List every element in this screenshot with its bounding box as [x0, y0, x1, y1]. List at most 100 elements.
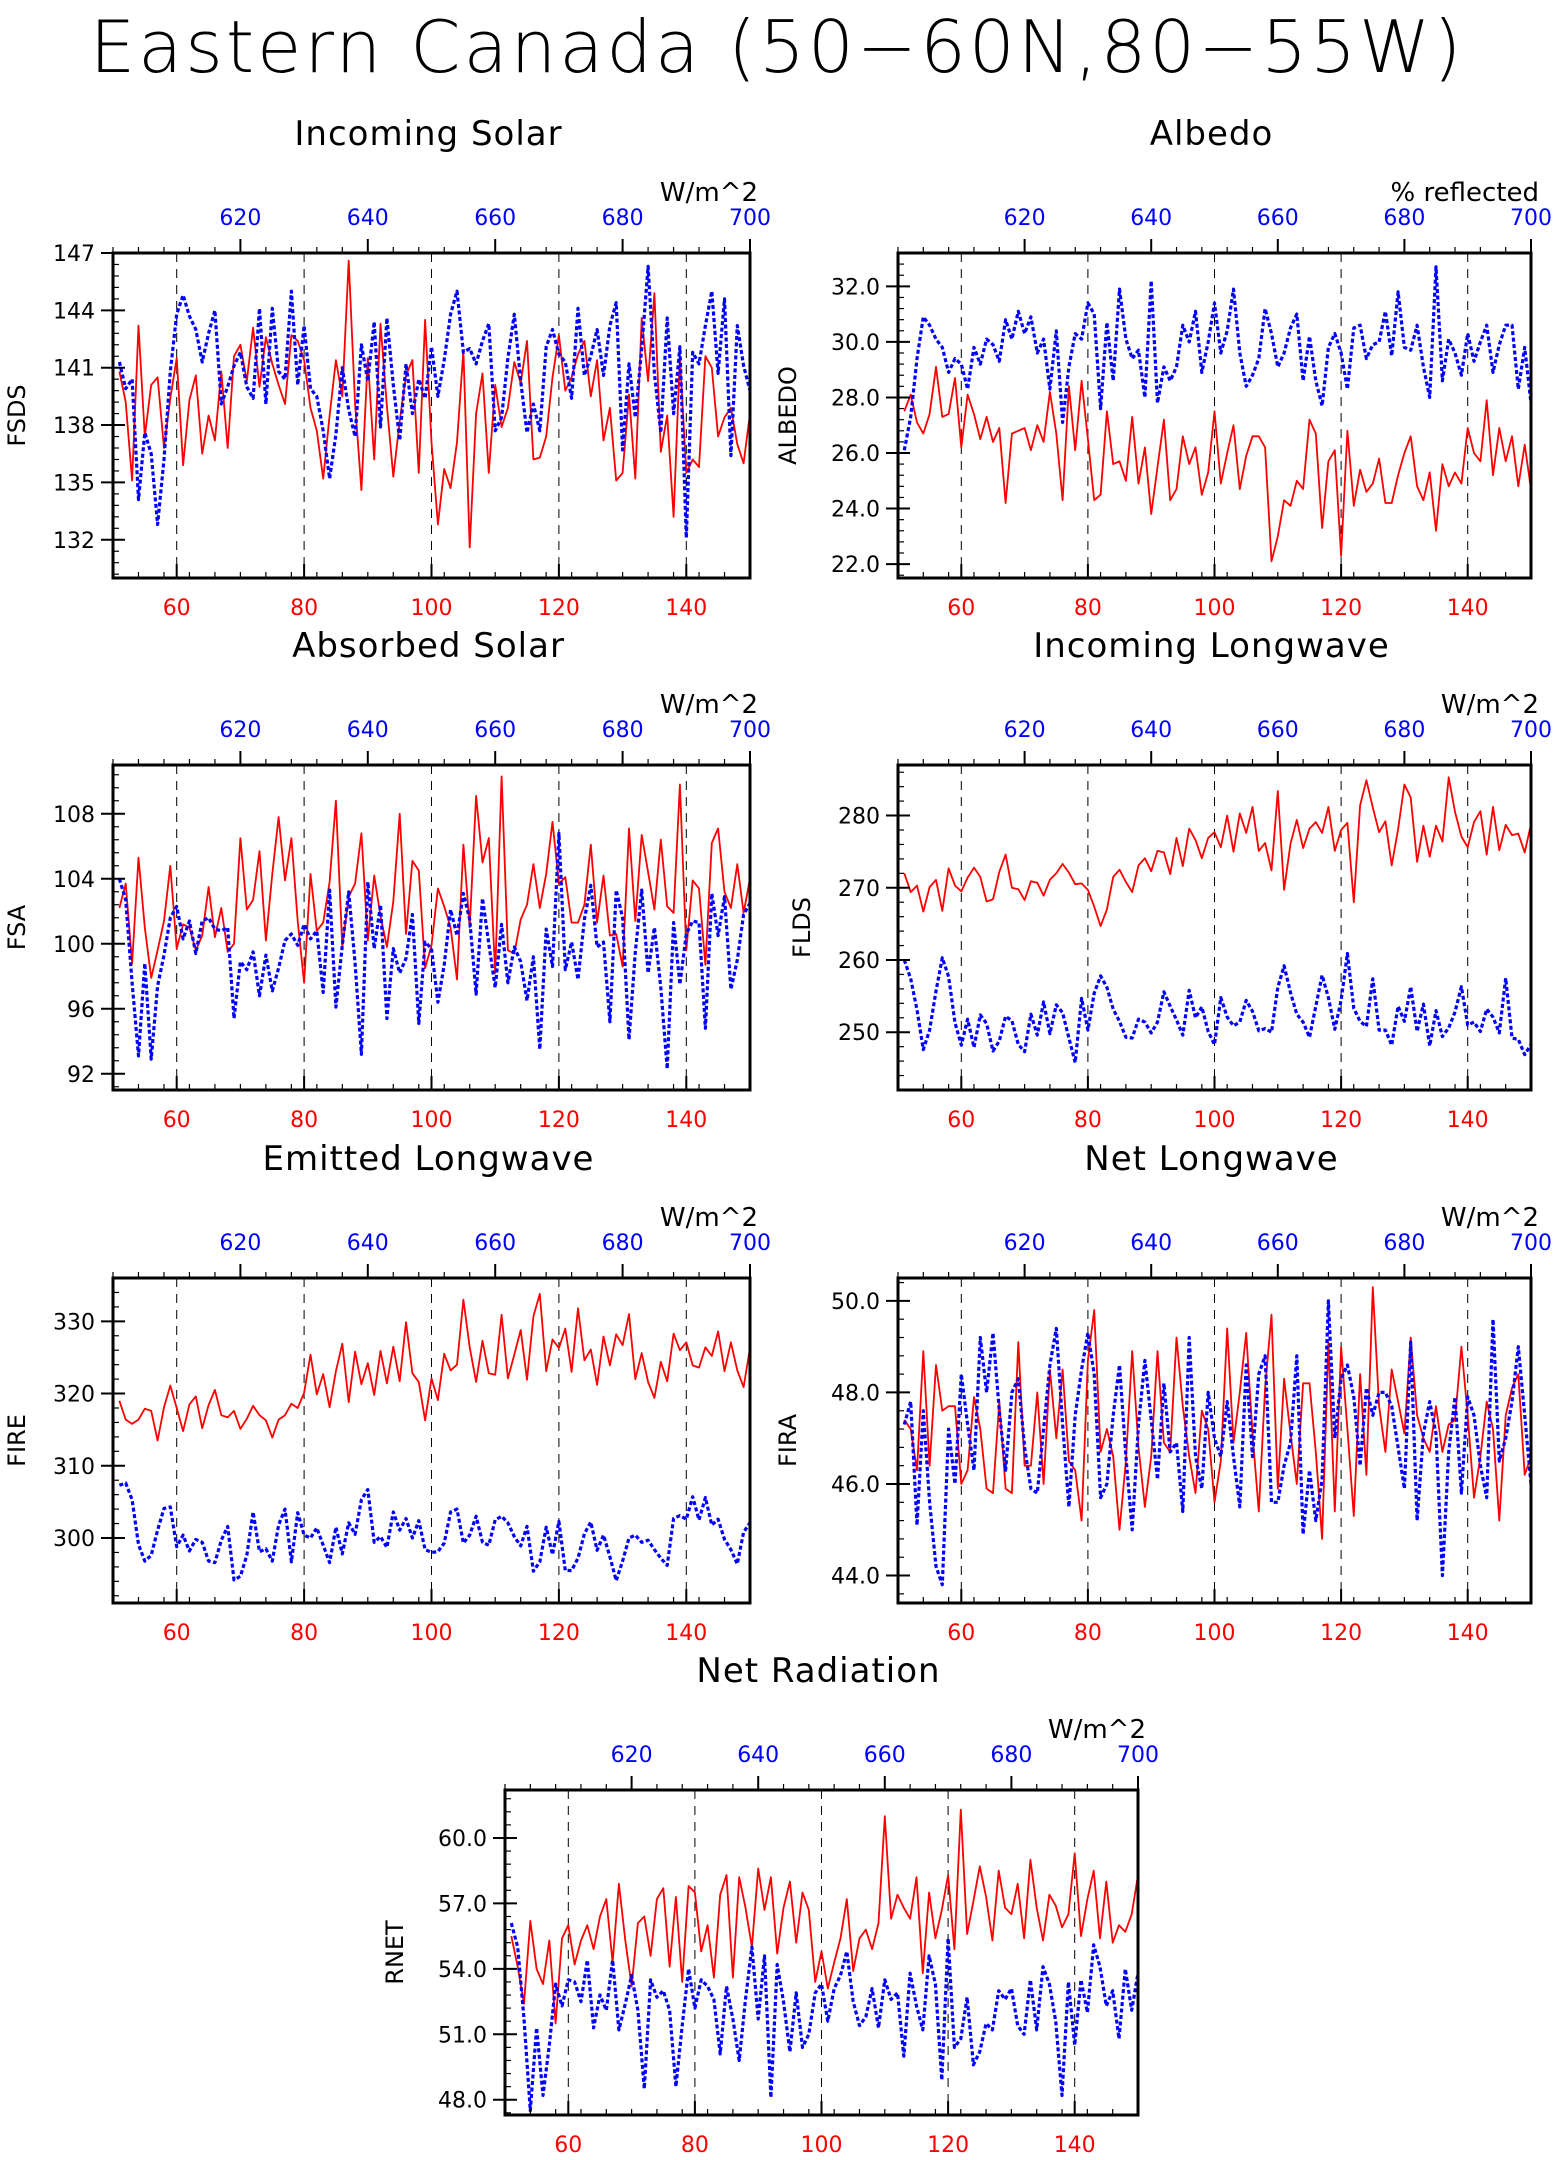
- x-tick-label-bottom: 140: [1054, 2133, 1096, 2158]
- x-tick-label-bottom: 80: [1074, 1108, 1102, 1133]
- y-tick-label: 320: [53, 1383, 95, 1408]
- series-line-red: [903, 776, 1532, 927]
- x-tick-label-bottom: 60: [163, 596, 191, 621]
- y-tick-label: 138: [53, 414, 95, 439]
- y-tick-label: 50.0: [831, 1290, 880, 1315]
- series-line-red: [118, 1293, 751, 1442]
- panel-incoming-solar: Incoming Solar W/m^2 60 80 100 120 140 620 640 66…: [3, 114, 771, 621]
- y-tick-label: 132: [53, 529, 95, 554]
- panel-title: Net Longwave: [1084, 1139, 1338, 1179]
- x-tick-label-top: 700: [1510, 1231, 1552, 1256]
- x-tick-label-top: 660: [1257, 718, 1299, 743]
- y-tick-label: 100: [53, 933, 95, 958]
- y-tick-label: 92: [67, 1063, 95, 1088]
- x-tick-label-top: 660: [474, 1231, 516, 1256]
- x-tick-label-top: 640: [347, 1231, 389, 1256]
- units-label: W/m^2: [1048, 1715, 1146, 1745]
- x-tick-label-bottom: 120: [538, 1108, 580, 1133]
- y-tick-label: 280: [838, 805, 880, 830]
- x-tick-label-top: 680: [1383, 718, 1425, 743]
- x-tick-label-bottom: 100: [1194, 596, 1236, 621]
- x-tick-label-bottom: 100: [411, 1621, 453, 1646]
- x-tick-label-bottom: 120: [538, 1621, 580, 1646]
- x-tick-label-top: 700: [729, 1231, 771, 1256]
- x-tick-label-bottom: 120: [538, 596, 580, 621]
- series-line-blue: [117, 831, 752, 1071]
- x-tick-label-top: 680: [602, 718, 644, 743]
- y-tick-label: 310: [53, 1455, 95, 1480]
- y-tick-label: 260: [838, 949, 880, 974]
- y-tick-label: 270: [838, 877, 880, 902]
- y-tick-label: 24.0: [831, 498, 880, 523]
- x-tick-label-top: 660: [474, 206, 516, 231]
- y-tick-label: 60.0: [438, 1827, 487, 1852]
- x-tick-label-top: 700: [729, 718, 771, 743]
- units-label: W/m^2: [1441, 690, 1539, 720]
- panel-emitted-longwave: Emitted Longwave W/m^2 60 80 100 120 140 620 640…: [3, 1139, 771, 1646]
- series-line-red: [118, 259, 751, 549]
- x-tick-label-top: 700: [1510, 206, 1552, 231]
- series-line-blue: [118, 1481, 752, 1583]
- y-tick-label: 250: [838, 1021, 880, 1046]
- series-line-blue: [902, 1299, 1533, 1587]
- figure-title: Eastern Canada (50−60N,80−55W): [89, 5, 1465, 89]
- x-tick-label-top: 620: [1004, 718, 1046, 743]
- x-tick-label-top: 620: [1004, 1231, 1046, 1256]
- x-tick-label-bottom: 80: [290, 1621, 318, 1646]
- y-tick-label: 57.0: [438, 1892, 487, 1917]
- x-tick-label-top: 640: [737, 1743, 779, 1768]
- x-tick-label-bottom: 140: [1447, 1621, 1489, 1646]
- y-tick-label: 28.0: [831, 386, 880, 411]
- units-label: W/m^2: [660, 1203, 758, 1233]
- units-label: W/m^2: [660, 178, 758, 208]
- x-tick-label-bottom: 100: [801, 2133, 843, 2158]
- panel-title: Albedo: [1150, 114, 1274, 154]
- x-tick-label-bottom: 140: [665, 596, 707, 621]
- y-tick-label: 147: [53, 242, 95, 267]
- x-tick-label-bottom: 80: [290, 596, 318, 621]
- x-tick-label-bottom: 120: [927, 2133, 969, 2158]
- panel-incoming-longwave: Incoming Longwave W/m^2 60 80 100 120 140 620 64…: [788, 626, 1552, 1133]
- x-tick-label-top: 680: [602, 206, 644, 231]
- y-tick-label: 44.0: [831, 1565, 880, 1590]
- panel-net-radiation: Net Radiation W/m^2 60 80 100 120 140 620 640 660…: [381, 1651, 1159, 2158]
- x-tick-label-bottom: 140: [1447, 596, 1489, 621]
- x-tick-label-top: 680: [1383, 1231, 1425, 1256]
- panel-title: Incoming Solar: [294, 114, 562, 154]
- y-tick-label: 330: [53, 1310, 95, 1335]
- x-tick-label-bottom: 140: [665, 1621, 707, 1646]
- x-tick-label-bottom: 60: [947, 596, 975, 621]
- x-tick-label-bottom: 60: [163, 1108, 191, 1133]
- series-line-red: [118, 775, 751, 984]
- x-tick-label-bottom: 60: [554, 2133, 582, 2158]
- x-tick-label-top: 680: [1383, 206, 1425, 231]
- y-tick-label: 300: [53, 1527, 95, 1552]
- series-line-red: [510, 1808, 1139, 2025]
- x-tick-label-bottom: 100: [411, 1108, 453, 1133]
- series-line-red: [903, 1286, 1532, 1540]
- panel-albedo: Albedo % reflected 60 80 100 120 140 620 640 660 6…: [774, 114, 1552, 621]
- y-tick-label: 108: [53, 803, 95, 828]
- y-tick-label: 48.0: [831, 1381, 880, 1406]
- units-label: W/m^2: [1441, 1203, 1539, 1233]
- series-line-blue: [117, 264, 752, 540]
- x-tick-label-top: 700: [1117, 1743, 1159, 1768]
- series-line-blue: [902, 265, 1533, 451]
- y-tick-label: 48.0: [438, 2089, 487, 2114]
- y-axis-label: FLDS: [788, 897, 816, 958]
- units-label: % reflected: [1391, 178, 1539, 208]
- x-tick-label-bottom: 120: [1320, 1621, 1362, 1646]
- panel-title: Absorbed Solar: [292, 626, 565, 666]
- x-tick-label-top: 620: [219, 206, 261, 231]
- x-tick-label-bottom: 120: [1320, 1108, 1362, 1133]
- y-tick-label: 141: [53, 357, 95, 382]
- y-tick-label: 22.0: [831, 553, 880, 578]
- x-tick-label-top: 700: [729, 206, 771, 231]
- x-tick-label-bottom: 80: [1074, 1621, 1102, 1646]
- x-tick-label-top: 660: [1257, 1231, 1299, 1256]
- x-tick-label-bottom: 100: [1194, 1108, 1236, 1133]
- x-tick-label-top: 640: [347, 206, 389, 231]
- y-axis-label: FSDS: [3, 384, 31, 446]
- x-tick-label-top: 660: [474, 718, 516, 743]
- x-tick-label-bottom: 140: [1447, 1108, 1489, 1133]
